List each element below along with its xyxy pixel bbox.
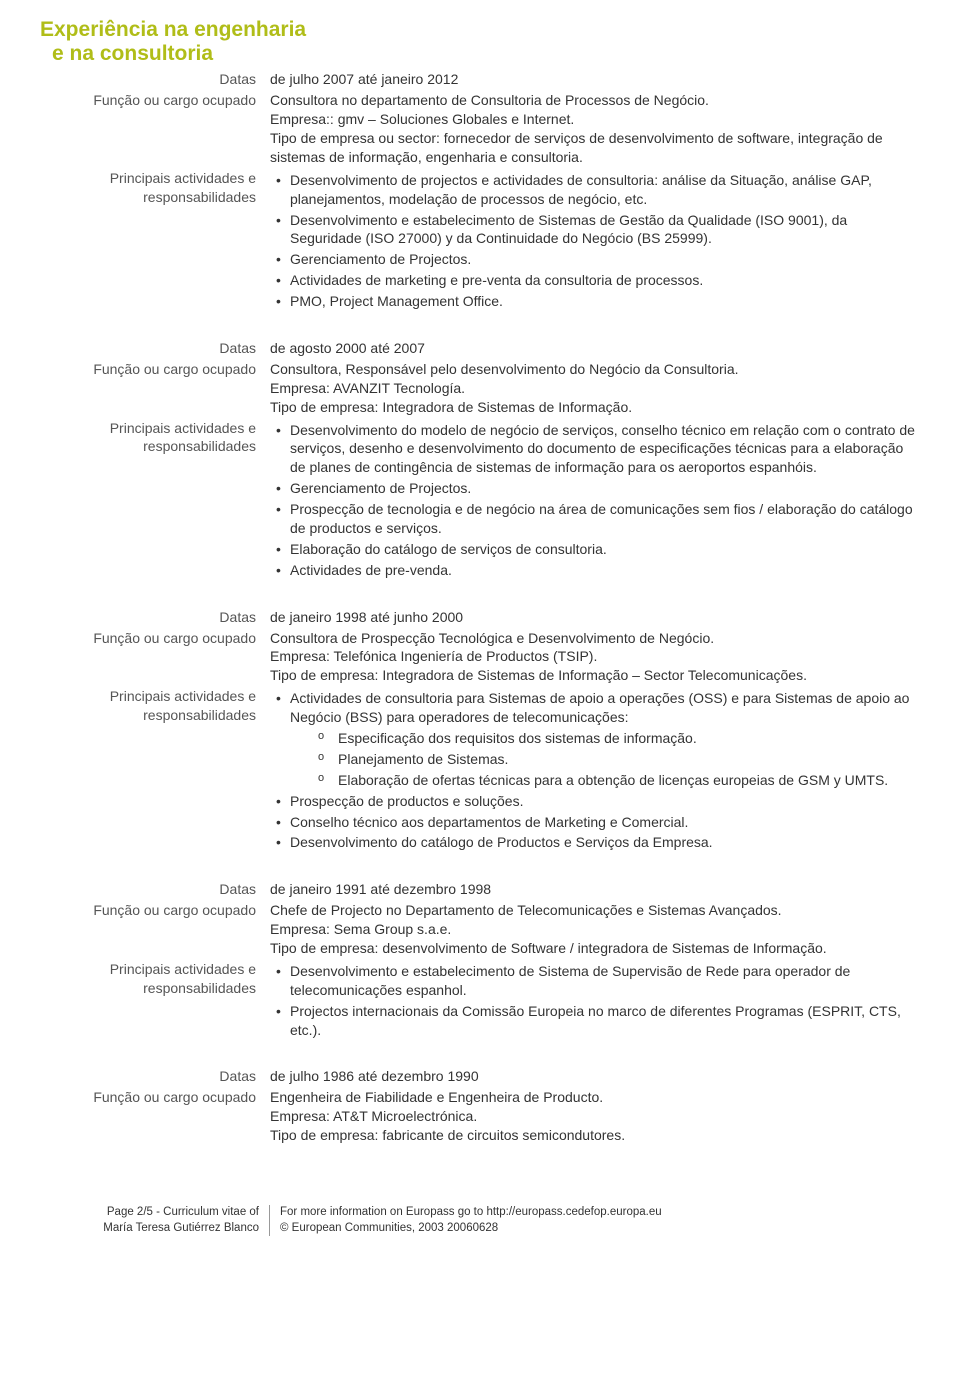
label-funcao: Função ou cargo ocupado <box>40 1088 270 1145</box>
funcao-line: Chefe de Projecto no Departamento de Tel… <box>270 901 920 920</box>
funcao-line: Tipo de empresa ou sector: fornecedor de… <box>270 129 920 167</box>
page-footer: Page 2/5 - Curriculum vitae of María Ter… <box>40 1205 920 1236</box>
label-datas: Datas <box>40 70 270 89</box>
value-principais: Actividades de consultoria para Sistemas… <box>270 687 920 854</box>
section-header-line2: e na consultoria <box>52 42 920 66</box>
activity-item: Projectos internacionais da Comissão Eur… <box>270 1002 920 1040</box>
activity-sublist: Especificação dos requisitos dos sistema… <box>290 729 920 790</box>
value-principais: Desenvolvimento do modelo de negócio de … <box>270 419 920 582</box>
experience-entry: Datas de agosto 2000 até 2007Função ou c… <box>40 339 920 582</box>
value-funcao: Consultora, Responsável pelo desenvolvim… <box>270 360 920 417</box>
activity-item: Actividades de pre-venda. <box>270 561 920 580</box>
label-datas: Datas <box>40 339 270 358</box>
value-datas: de agosto 2000 até 2007 <box>270 339 920 358</box>
value-funcao: Engenheira de Fiabilidade e Engenheira d… <box>270 1088 920 1145</box>
label-principais: Principais actividades eresponsabilidade… <box>40 419 270 582</box>
funcao-line: Consultora no departamento de Consultori… <box>270 91 920 110</box>
activity-subitem: Planejamento de Sistemas. <box>318 750 920 769</box>
activity-item: Actividades de consultoria para Sistemas… <box>270 689 920 789</box>
funcao-line: Empresa: Sema Group s.a.e. <box>270 920 920 939</box>
funcao-line: Engenheira de Fiabilidade e Engenheira d… <box>270 1088 920 1107</box>
activity-item: Desenvolvimento do modelo de negócio de … <box>270 421 920 478</box>
label-datas: Datas <box>40 880 270 899</box>
activities-list: Desenvolvimento e estabelecimento de Sis… <box>270 962 920 1040</box>
activity-item: Elaboração do catálogo de serviços de co… <box>270 540 920 559</box>
funcao-line: Tipo de empresa: fabricante de circuitos… <box>270 1126 920 1145</box>
value-datas: de julho 1986 até dezembro 1990 <box>270 1067 920 1086</box>
experience-entry: Datas de janeiro 1998 até junho 2000Funç… <box>40 608 920 855</box>
experience-entry: Datas de janeiro 1991 até dezembro 1998F… <box>40 880 920 1041</box>
label-principais: Principais actividades eresponsabilidade… <box>40 687 270 854</box>
activity-item: Gerenciamento de Projectos. <box>270 250 920 269</box>
funcao-line: Consultora de Prospecção Tecnológica e D… <box>270 629 920 648</box>
value-funcao: Consultora de Prospecção Tecnológica e D… <box>270 629 920 686</box>
label-funcao: Função ou cargo ocupado <box>40 901 270 958</box>
footer-page-info: Page 2/5 - Curriculum vitae of <box>40 1205 259 1221</box>
activity-item: Actividades de marketing e pre-venta da … <box>270 271 920 290</box>
label-datas: Datas <box>40 608 270 627</box>
footer-name: María Teresa Gutiérrez Blanco <box>40 1221 259 1237</box>
activity-item: Desenvolvimento e estabelecimento de Sis… <box>270 962 920 1000</box>
activity-item: PMO, Project Management Office. <box>270 292 920 311</box>
activity-subitem: Elaboração de ofertas técnicas para a ob… <box>318 771 920 790</box>
activity-item: Prospecção de productos e soluções. <box>270 792 920 811</box>
activity-item: Gerenciamento de Projectos. <box>270 479 920 498</box>
funcao-line: Consultora, Responsável pelo desenvolvim… <box>270 360 920 379</box>
activity-item: Prospecção de tecnologia e de negócio na… <box>270 500 920 538</box>
funcao-line: Tipo de empresa: Integradora de Sistemas… <box>270 666 920 685</box>
section-header-line1: Experiência na engenharia <box>40 18 920 42</box>
activity-subitem: Especificação dos requisitos dos sistema… <box>318 729 920 748</box>
value-datas: de julho 2007 até janeiro 2012 <box>270 70 920 89</box>
value-principais: Desenvolvimento de projectos e actividad… <box>270 169 920 313</box>
activities-list: Desenvolvimento de projectos e actividad… <box>270 171 920 311</box>
funcao-line: Empresa: Telefónica Ingeniería de Produc… <box>270 647 920 666</box>
activity-item: Desenvolvimento de projectos e actividad… <box>270 171 920 209</box>
activities-list: Actividades de consultoria para Sistemas… <box>270 689 920 852</box>
funcao-line: Tipo de empresa: Integradora de Sistemas… <box>270 398 920 417</box>
experience-entry: Datas de julho 2007 até janeiro 2012Funç… <box>40 70 920 313</box>
value-funcao: Chefe de Projecto no Departamento de Tel… <box>270 901 920 958</box>
activity-item: Desenvolvimento do catálogo de Productos… <box>270 833 920 852</box>
footer-right: For more information on Europass go to h… <box>270 1205 920 1236</box>
activity-item: Desenvolvimento e estabelecimento de Sis… <box>270 211 920 249</box>
label-funcao: Função ou cargo ocupado <box>40 360 270 417</box>
value-datas: de janeiro 1991 até dezembro 1998 <box>270 880 920 899</box>
funcao-line: Empresa:: gmv – Soluciones Globales e In… <box>270 110 920 129</box>
funcao-line: Empresa: AVANZIT Tecnología. <box>270 379 920 398</box>
section-header: Experiência na engenharia e na consultor… <box>40 18 920 66</box>
experience-entry: Datas de julho 1986 até dezembro 1990Fun… <box>40 1067 920 1145</box>
label-funcao: Função ou cargo ocupado <box>40 629 270 686</box>
value-datas: de janeiro 1998 até junho 2000 <box>270 608 920 627</box>
label-datas: Datas <box>40 1067 270 1086</box>
footer-left: Page 2/5 - Curriculum vitae of María Ter… <box>40 1205 270 1236</box>
funcao-line: Tipo de empresa: desenvolvimento de Soft… <box>270 939 920 958</box>
funcao-line: Empresa: AT&T Microelectrónica. <box>270 1107 920 1126</box>
value-funcao: Consultora no departamento de Consultori… <box>270 91 920 167</box>
activity-item: Conselho técnico aos departamentos de Ma… <box>270 813 920 832</box>
label-funcao: Função ou cargo ocupado <box>40 91 270 167</box>
activities-list: Desenvolvimento do modelo de negócio de … <box>270 421 920 580</box>
value-principais: Desenvolvimento e estabelecimento de Sis… <box>270 960 920 1042</box>
footer-info-link: For more information on Europass go to h… <box>280 1205 920 1221</box>
label-principais: Principais actividades eresponsabilidade… <box>40 960 270 1042</box>
label-principais: Principais actividades eresponsabilidade… <box>40 169 270 313</box>
footer-copyright: © European Communities, 2003 20060628 <box>280 1221 920 1237</box>
